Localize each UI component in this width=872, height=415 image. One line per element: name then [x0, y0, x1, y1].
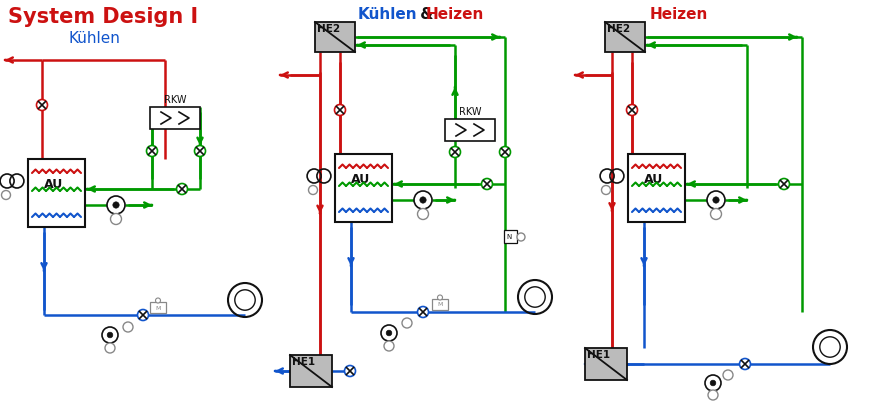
Circle shape [414, 191, 432, 209]
Circle shape [384, 341, 394, 351]
Circle shape [107, 196, 125, 214]
Circle shape [155, 298, 160, 303]
Bar [585, 348, 627, 380]
Bar [150, 302, 166, 313]
Text: AU: AU [44, 178, 64, 191]
Bar [432, 299, 448, 310]
Bar [628, 154, 685, 222]
Circle shape [739, 359, 751, 369]
Circle shape [708, 390, 718, 400]
Circle shape [138, 310, 148, 320]
Circle shape [381, 325, 397, 341]
Text: Heizen: Heizen [426, 7, 484, 22]
Circle shape [481, 178, 493, 190]
Circle shape [500, 146, 510, 158]
Bar [28, 159, 85, 227]
Circle shape [309, 186, 317, 195]
Text: AU: AU [351, 173, 371, 186]
Circle shape [517, 233, 525, 241]
Text: Kühlen: Kühlen [68, 31, 119, 46]
Text: N: N [507, 234, 512, 240]
Circle shape [194, 146, 206, 156]
Text: M: M [438, 303, 443, 308]
Circle shape [626, 105, 637, 115]
Circle shape [418, 307, 428, 317]
Circle shape [335, 105, 345, 115]
Bar [605, 22, 645, 52]
Bar [335, 154, 392, 222]
Circle shape [438, 295, 442, 300]
Circle shape [418, 208, 428, 220]
Circle shape [2, 190, 10, 200]
Circle shape [105, 343, 115, 353]
Bar [290, 355, 332, 387]
Text: HE1: HE1 [292, 357, 315, 367]
Circle shape [705, 375, 721, 391]
Circle shape [449, 146, 460, 158]
Circle shape [723, 370, 733, 380]
Bar [150, 107, 200, 129]
Circle shape [710, 380, 716, 386]
Text: HE2: HE2 [317, 24, 340, 34]
Text: Heizen: Heizen [650, 7, 708, 22]
Text: System Design I: System Design I [8, 7, 198, 27]
Circle shape [711, 208, 721, 220]
Circle shape [712, 197, 719, 203]
Circle shape [102, 327, 118, 343]
Text: &: & [415, 7, 439, 22]
Circle shape [111, 213, 121, 225]
Text: M: M [155, 305, 160, 310]
Circle shape [344, 366, 356, 376]
Text: Kühlen: Kühlen [358, 7, 418, 22]
Text: HE1: HE1 [587, 350, 610, 360]
Circle shape [419, 197, 426, 203]
Circle shape [107, 332, 112, 338]
Circle shape [112, 202, 119, 208]
Circle shape [402, 318, 412, 328]
Text: RKW: RKW [164, 95, 187, 105]
Bar [315, 22, 355, 52]
Circle shape [707, 191, 725, 209]
Circle shape [602, 186, 610, 195]
Bar [504, 230, 517, 243]
Bar [445, 119, 495, 141]
Circle shape [123, 322, 133, 332]
Circle shape [386, 330, 392, 336]
Circle shape [146, 146, 158, 156]
Circle shape [779, 178, 789, 190]
Text: RKW: RKW [459, 107, 481, 117]
Text: AU: AU [644, 173, 664, 186]
Circle shape [37, 100, 47, 110]
Text: HE2: HE2 [607, 24, 630, 34]
Circle shape [176, 183, 187, 195]
